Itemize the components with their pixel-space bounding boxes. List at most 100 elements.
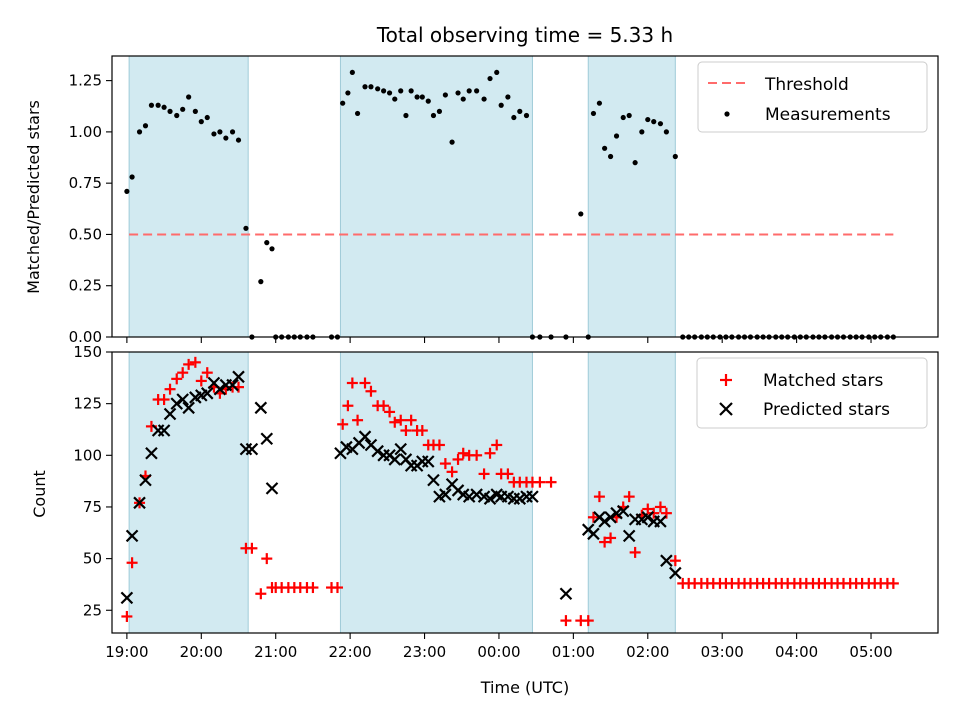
top-axis-ticks: 0.00 0.25 0.50 0.75 1.00 1.25 [69, 72, 872, 346]
matched-star-point [189, 356, 201, 368]
predicted-star-point [470, 488, 483, 501]
measurement-point [217, 129, 223, 135]
x-tick-label-6: 01:00 [552, 643, 595, 661]
x-axis-label: Time (UTC) [480, 678, 569, 697]
matched-star-point [177, 367, 189, 379]
measurement-point [672, 153, 678, 160]
matched-star-point [183, 358, 195, 370]
matched-star-point [171, 373, 183, 385]
predicted-star-point [394, 442, 408, 456]
bottom-y-tick-label-4: 125 [73, 395, 102, 413]
bottom-y-axis-label: Count [30, 470, 49, 518]
top-y-tick-label-2: 0.50 [69, 225, 102, 243]
matched-star-point [307, 582, 319, 594]
matched-star-point [378, 400, 390, 412]
x-tick-label-7: 02:00 [626, 643, 669, 661]
measurement-point [349, 69, 355, 76]
measurement-point [124, 188, 130, 194]
top-shade-1 [339, 55, 533, 338]
matched-star-point [331, 582, 343, 594]
measurement-point [498, 102, 504, 108]
legend-matched-label: Matched stars [763, 371, 883, 391]
measurement-point [264, 240, 270, 246]
matched-star-point [654, 501, 666, 513]
predicted-star-point [622, 529, 636, 543]
measurement-point [436, 108, 443, 114]
legend-predicted-label: Predicted stars [763, 400, 890, 420]
measurement-point [392, 96, 398, 102]
measurement-point [223, 135, 229, 141]
top-axes-frame [111, 55, 939, 338]
measurement-point [204, 114, 210, 121]
predicted-star-point [260, 432, 274, 446]
predicted-star-point [421, 455, 435, 468]
matched-star-point [534, 476, 546, 488]
predicted-star-point [598, 515, 611, 528]
measurement-point [494, 69, 500, 76]
matched-star-point [261, 553, 273, 565]
bottom-y-tick-label-3: 100 [73, 446, 102, 464]
measurement-point [442, 92, 448, 98]
predicted-star-point [125, 529, 139, 543]
measurement-point [505, 94, 511, 100]
bottom-y-tick-label-5: 150 [73, 343, 102, 361]
measurement-point [626, 112, 632, 119]
bottom-y-tick-label-1: 50 [83, 550, 102, 568]
bottom-axes-frame [111, 351, 939, 634]
x-tick-label-0: 19:00 [105, 643, 148, 661]
top-shade-0 [128, 55, 249, 338]
measurement-point [408, 88, 414, 94]
predicted-star-point [669, 566, 682, 580]
measurement-point [657, 121, 664, 127]
measurement-point [620, 114, 626, 121]
x-tick-label-1: 20:00 [180, 643, 223, 661]
predicted-star-point [654, 515, 667, 528]
matched-star-point [587, 511, 599, 523]
measurement-point [148, 102, 155, 108]
predicted-star-point [226, 378, 239, 392]
predicted-star-point [176, 393, 189, 406]
legend-measurements-label: Measurements [765, 105, 891, 125]
matched-star-point [201, 367, 213, 379]
predicted-star-point [641, 511, 655, 524]
measurement-point [192, 108, 198, 114]
x-tick-label-10: 05:00 [849, 643, 892, 661]
matched-star-point [195, 375, 207, 387]
measurement-point [517, 108, 523, 114]
measurement-point [474, 88, 480, 94]
predicted-star-point [526, 490, 539, 503]
predicted-star-point [133, 496, 146, 510]
matched-star-point [452, 453, 464, 465]
measurement-point [398, 88, 404, 94]
measurement-point [167, 108, 173, 114]
measurement-point [269, 246, 275, 252]
measurement-point [466, 88, 472, 94]
measurement-point [663, 129, 669, 135]
measurement-point [607, 153, 614, 160]
measurement-point [425, 98, 431, 104]
top-y-tick-label-1: 0.25 [69, 277, 102, 295]
measurement-point [345, 90, 351, 96]
chart-title: Total observing time = 5.33 h [376, 23, 673, 47]
measurement-point [229, 129, 236, 135]
measurement-point [613, 133, 620, 139]
matched-star-point [599, 536, 611, 548]
predicted-star-point [145, 446, 158, 460]
measurement-point [235, 137, 242, 143]
matched-star-point [582, 615, 594, 627]
matched-star-point [457, 447, 469, 459]
bottom-shaded-intervals [128, 351, 676, 634]
bottom-y-tick-label-2: 75 [83, 498, 102, 516]
predicted-star-point [371, 444, 384, 458]
top-legend: Threshold Measurements [697, 61, 928, 133]
measurement-point [386, 90, 393, 96]
measurement-point [419, 94, 425, 100]
x-tick-label-9: 04:00 [775, 643, 818, 661]
matched-star-point [342, 400, 354, 412]
matched-star-point [126, 557, 138, 569]
matched-star-point [593, 491, 605, 503]
count-panel: 19:00 20:00 21:00 22:00 23:00 00:00 01:00 02:00… [73, 343, 939, 661]
bottom-shade-2 [587, 351, 676, 634]
bottom-y-tick-label-0: 25 [83, 601, 102, 619]
